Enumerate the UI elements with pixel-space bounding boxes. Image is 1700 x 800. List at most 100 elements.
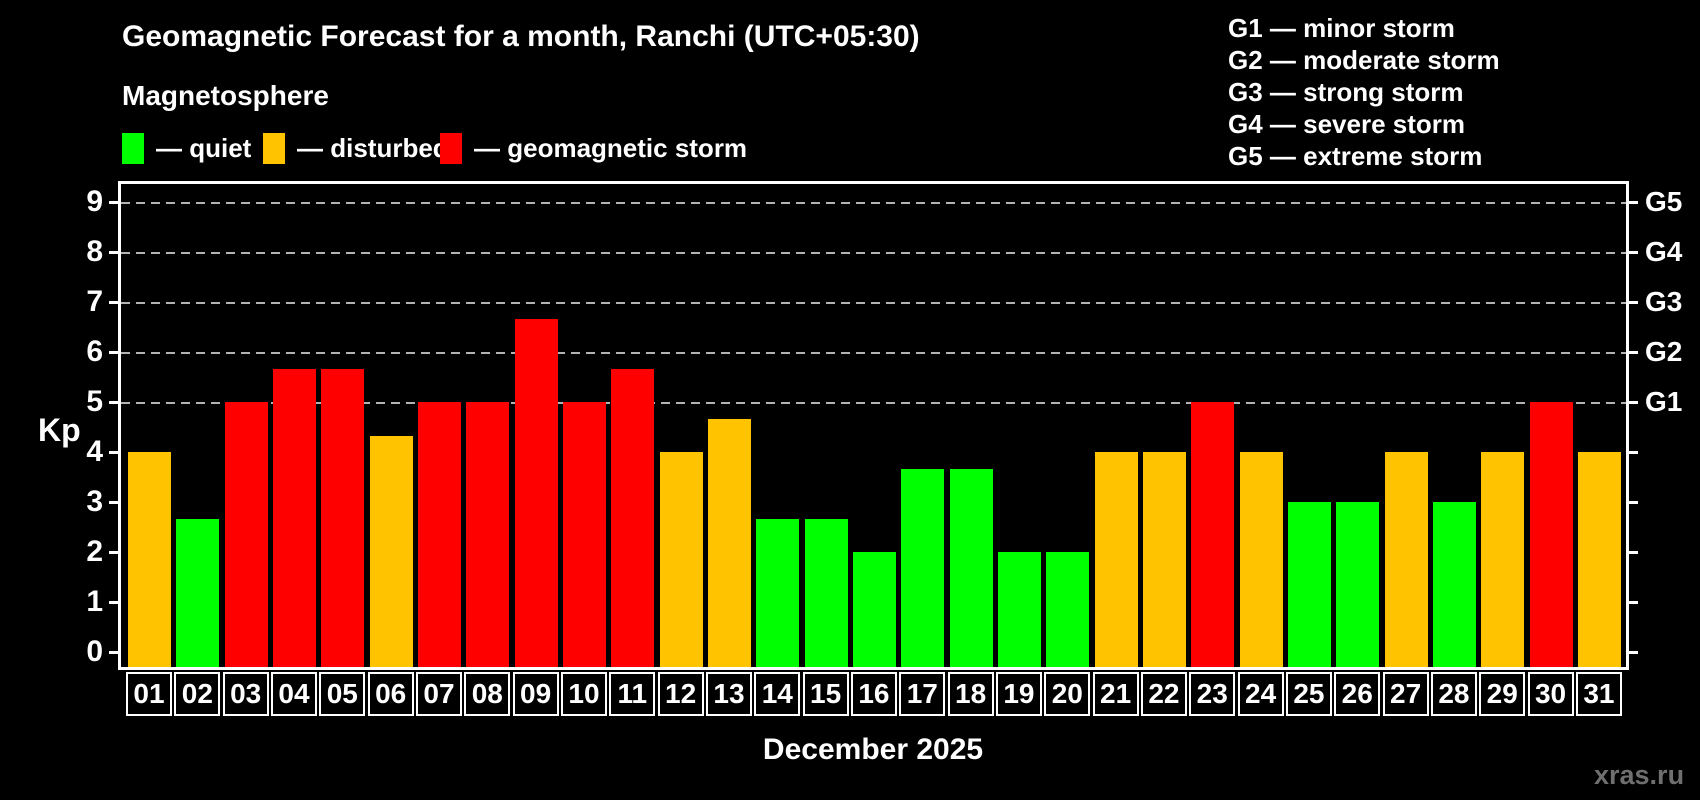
bar-day-06 xyxy=(369,435,413,667)
day-label-05: 05 xyxy=(319,672,366,716)
bar-day-11 xyxy=(611,368,655,667)
bar-day-04 xyxy=(272,368,316,667)
day-label-16: 16 xyxy=(850,672,897,716)
bar-day-18 xyxy=(949,468,993,667)
right-tick-kp-2 xyxy=(1629,551,1638,554)
bar-day-27 xyxy=(1384,452,1428,667)
right-tick-kp-9 xyxy=(1629,201,1638,204)
left-tick-kp-0 xyxy=(109,651,118,654)
day-label-23: 23 xyxy=(1189,672,1236,716)
left-tick-kp-1 xyxy=(109,601,118,604)
bar-day-08 xyxy=(466,402,510,667)
gridline-kp-7 xyxy=(121,302,1626,304)
day-label-25: 25 xyxy=(1285,672,1332,716)
day-label-03: 03 xyxy=(222,672,269,716)
bar-day-19 xyxy=(997,552,1041,667)
bar-day-28 xyxy=(1432,502,1476,667)
left-tick-kp-2 xyxy=(109,551,118,554)
y-tick-label-8: 8 xyxy=(86,235,103,268)
g-scale-legend-line-3: G3 — strong storm xyxy=(1228,77,1464,107)
right-tick-kp-1 xyxy=(1629,601,1638,604)
right-tick-kp-6 xyxy=(1629,351,1638,354)
y-tick-label-9: 9 xyxy=(86,185,103,218)
bar-day-03 xyxy=(224,402,268,667)
day-label-31: 31 xyxy=(1575,672,1622,716)
day-label-29: 29 xyxy=(1479,672,1526,716)
bar-day-29 xyxy=(1481,452,1525,667)
day-label-28: 28 xyxy=(1430,672,1477,716)
bar-day-23 xyxy=(1191,402,1235,667)
g-scale-legend-line-2: G2 — moderate storm xyxy=(1228,45,1500,75)
day-label-26: 26 xyxy=(1334,672,1381,716)
left-tick-kp-8 xyxy=(109,251,118,254)
gridline-kp-9 xyxy=(121,202,1626,204)
bar-day-14 xyxy=(756,518,800,667)
day-label-19: 19 xyxy=(995,672,1042,716)
legend-label-quiet: — quiet xyxy=(156,133,252,163)
plot-area xyxy=(121,184,1626,667)
legend-item-disturbed: — disturbed xyxy=(263,133,449,164)
bar-day-25 xyxy=(1287,502,1331,667)
y-tick-label-6: 6 xyxy=(86,335,103,368)
bar-day-31 xyxy=(1577,452,1621,667)
day-label-27: 27 xyxy=(1382,672,1429,716)
day-label-22: 22 xyxy=(1140,672,1187,716)
y-tick-label-4: 4 xyxy=(86,435,103,468)
right-g-label-g1: G1 xyxy=(1645,386,1683,417)
day-label-11: 11 xyxy=(609,672,656,716)
y-tick-label-0: 0 xyxy=(86,635,103,668)
bar-day-26 xyxy=(1336,502,1380,667)
legend-swatch-disturbed xyxy=(263,133,285,164)
day-label-17: 17 xyxy=(899,672,946,716)
right-tick-kp-8 xyxy=(1629,251,1638,254)
bar-day-22 xyxy=(1142,452,1186,667)
bar-day-10 xyxy=(562,402,606,667)
right-g-label-g3: G3 xyxy=(1645,286,1683,317)
g-scale-legend-line-5: G5 — extreme storm xyxy=(1228,141,1483,171)
right-g-label-g4: G4 xyxy=(1645,236,1683,267)
y-tick-label-5: 5 xyxy=(86,385,103,418)
bar-day-20 xyxy=(1046,552,1090,667)
x-axis-title: December 2025 xyxy=(762,733,984,766)
left-tick-kp-3 xyxy=(109,501,118,504)
right-tick-kp-5 xyxy=(1629,401,1638,404)
left-tick-kp-9 xyxy=(109,201,118,204)
bar-day-15 xyxy=(804,518,848,667)
day-label-15: 15 xyxy=(802,672,849,716)
day-label-14: 14 xyxy=(754,672,801,716)
gridline-kp-6 xyxy=(121,352,1626,354)
bar-day-21 xyxy=(1094,452,1138,667)
day-label-10: 10 xyxy=(560,672,607,716)
g-scale-legend: G1 — minor storm G2 — moderate storm G3 — … xyxy=(1228,12,1500,172)
bar-day-16 xyxy=(852,552,896,667)
bar-day-02 xyxy=(176,518,220,667)
right-g-label-g5: G5 xyxy=(1645,186,1683,217)
y-tick-label-1: 1 xyxy=(86,585,103,618)
bar-day-17 xyxy=(901,468,945,667)
legend-item-storm: — geomagnetic storm xyxy=(440,133,747,164)
bar-day-09 xyxy=(514,318,558,667)
bar-day-01 xyxy=(128,452,171,667)
day-label-13: 13 xyxy=(705,672,752,716)
right-tick-kp-0 xyxy=(1629,651,1638,654)
chart-title: Geomagnetic Forecast for a month, Ranchi… xyxy=(122,20,920,53)
day-label-01: 01 xyxy=(126,672,172,716)
bar-day-07 xyxy=(417,402,461,667)
right-g-label-g2: G2 xyxy=(1645,336,1683,367)
day-label-30: 30 xyxy=(1527,672,1574,716)
bar-day-12 xyxy=(659,452,703,667)
day-label-04: 04 xyxy=(270,672,317,716)
day-label-07: 07 xyxy=(415,672,462,716)
day-label-24: 24 xyxy=(1237,672,1284,716)
day-label-09: 09 xyxy=(512,672,559,716)
chart-subtitle: Magnetosphere xyxy=(122,80,329,111)
y-tick-label-3: 3 xyxy=(86,485,103,518)
left-tick-kp-6 xyxy=(109,351,118,354)
left-tick-kp-7 xyxy=(109,301,118,304)
g-scale-legend-line-1: G1 — minor storm xyxy=(1228,13,1455,43)
legend-label-disturbed: — disturbed xyxy=(297,133,449,163)
g-scale-legend-line-4: G4 — severe storm xyxy=(1228,109,1466,139)
plot-box xyxy=(118,181,1629,670)
legend-swatch-quiet xyxy=(122,133,144,164)
bar-day-13 xyxy=(707,418,751,667)
